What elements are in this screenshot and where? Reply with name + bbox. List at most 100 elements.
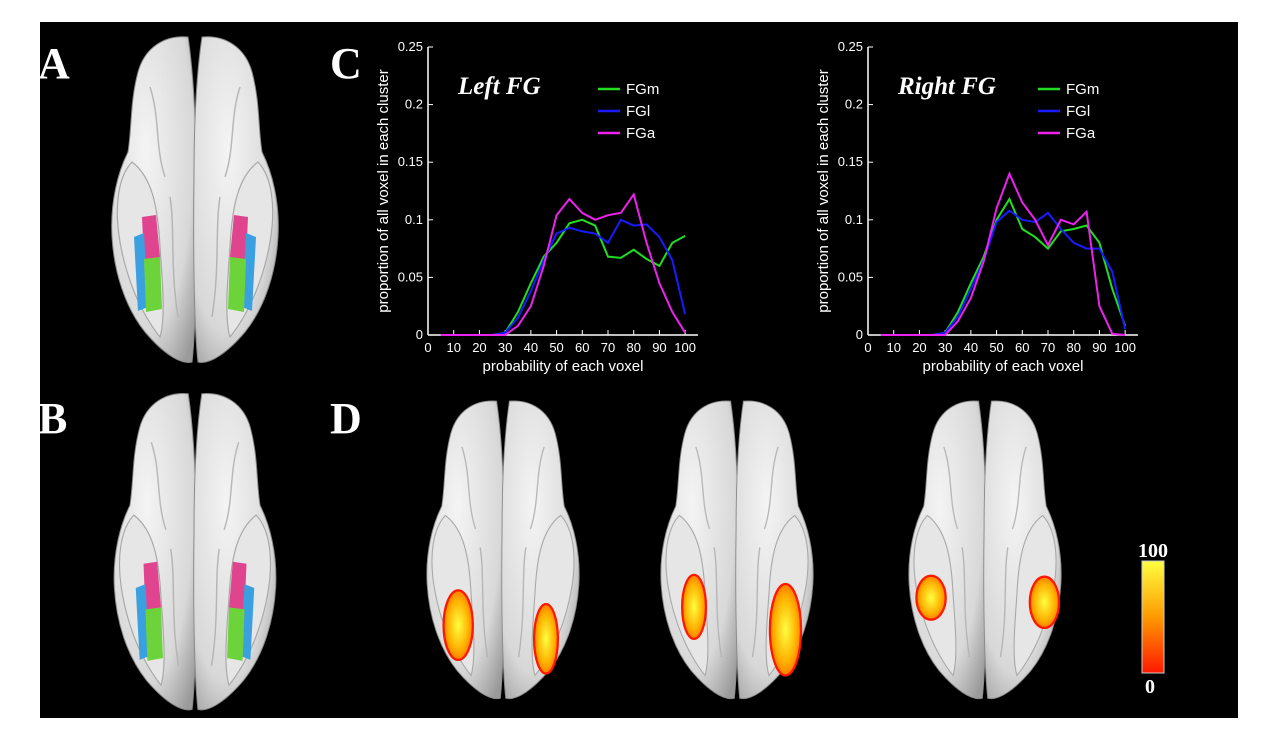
chart-1-y-tick-label: 0.25 — [838, 39, 863, 54]
chart-1-x-tick-label: 80 — [1066, 340, 1080, 355]
sulcus — [1011, 446, 1027, 530]
sulcus — [461, 446, 477, 530]
chart-0-y-axis-title: proportion of all voxel in each cluster — [375, 69, 392, 312]
fgа-cluster — [142, 215, 160, 261]
chart-0-legend-label: FGa — [626, 125, 656, 142]
chart-1-x-tick-label: 60 — [1015, 340, 1029, 355]
chart-1-y-axis-title: proportion of all voxel in each cluster — [815, 69, 832, 312]
fgm-cluster — [227, 607, 245, 661]
chart-0-x-tick-label: 40 — [524, 340, 538, 355]
sulcus — [529, 446, 545, 530]
chart-0-y-tick-label: 0.25 — [398, 39, 423, 54]
chart-0-y-tick-label: 0 — [416, 327, 423, 342]
chart-1-title: Right FG — [897, 73, 996, 100]
panel-label-a: A — [40, 39, 70, 88]
brain-d3 — [908, 400, 1062, 700]
chart-0-x-tick-label: 10 — [446, 340, 460, 355]
chart-1-x-tick-label: 90 — [1092, 340, 1106, 355]
chart-0-series-FGm — [440, 218, 686, 336]
fgl-cluster — [135, 584, 150, 660]
chart-0-title: Left FG — [457, 73, 541, 100]
fgа-cluster — [229, 561, 247, 612]
chart-1-x-tick-label: 0 — [864, 340, 871, 355]
probability-map-left — [442, 589, 474, 662]
chart-0-y-tick-label: 0.2 — [405, 97, 423, 112]
brain-d2 — [660, 400, 814, 700]
figure: A B C D 0 0.05 0.1 0.15 0.2 0.25 0 10 20 30 40 50 60… — [40, 22, 1238, 718]
chart-1-y-tick-label: 0.2 — [845, 97, 863, 112]
chart-0-legend-label: FGm — [626, 81, 659, 98]
chart-1-y-tick-label: 0.05 — [838, 269, 863, 284]
sulcus — [713, 547, 723, 658]
chart-0-x-tick-label: 30 — [498, 340, 512, 355]
chart-0-legend-label: FGl — [626, 103, 650, 120]
probability-map-left — [915, 574, 947, 621]
sulcus — [695, 446, 711, 530]
chart-1-y-tick-label: 0.1 — [845, 212, 863, 227]
brain-a — [111, 36, 279, 363]
sulcus — [751, 547, 761, 658]
chart-0-x-tick-label: 60 — [575, 340, 589, 355]
chart-1-legend-label: FGm — [1066, 81, 1099, 98]
fgm-cluster — [145, 607, 163, 661]
sulcus — [211, 196, 221, 318]
fgm-cluster — [228, 257, 246, 312]
sulcus — [943, 446, 959, 530]
sulcus — [223, 442, 240, 530]
fgm-cluster — [144, 257, 162, 312]
brain-b — [113, 393, 277, 711]
chart-1-x-tick-label: 30 — [938, 340, 952, 355]
chart-0-series-FGl — [440, 218, 687, 336]
chart-0-x-tick-label: 20 — [472, 340, 486, 355]
chart-0-x-axis-title: probability of each voxel — [483, 358, 644, 375]
fgl-cluster — [242, 233, 256, 311]
probability-map-right — [768, 582, 803, 677]
panel-label-d: D — [330, 394, 362, 443]
sulcus — [169, 196, 179, 318]
sulcus — [150, 442, 167, 530]
chart-0-series-FGa — [440, 192, 686, 336]
fgа-cluster — [230, 215, 248, 261]
chart-1-x-tick-label: 40 — [964, 340, 978, 355]
chart-0-x-tick-label: 70 — [601, 340, 615, 355]
sulcus — [999, 547, 1009, 658]
chart-0-x-tick-label: 80 — [626, 340, 640, 355]
chart-1-y-tick-label: 0 — [856, 327, 863, 342]
chart-0-x-tick-label: 90 — [652, 340, 666, 355]
sulcus — [149, 86, 166, 178]
chart-1-x-axis-title: probability of each voxel — [923, 358, 1084, 375]
chart-0-y-tick-label: 0.05 — [398, 269, 423, 284]
brain-d1 — [426, 400, 580, 700]
chart-0-y-tick-label: 0.1 — [405, 212, 423, 227]
chart-0-x-tick-label: 0 — [424, 340, 431, 355]
probability-map-right — [532, 602, 559, 675]
colorbar-max-label: 100 — [1138, 540, 1168, 562]
chart-1-series-FGa — [880, 171, 1126, 336]
chart-1-y-tick-label: 0.15 — [838, 154, 863, 169]
sulcus — [210, 549, 221, 666]
probability-map-left — [680, 573, 708, 640]
sulcus — [479, 547, 489, 658]
chart-1-legend-label: FGa — [1066, 125, 1096, 142]
sulcus — [517, 547, 527, 658]
chart-0-x-tick-label: 50 — [549, 340, 563, 355]
fgl-cluster — [134, 233, 148, 311]
fgа-cluster — [143, 561, 161, 612]
sulcus — [961, 547, 971, 658]
colorbar — [1141, 560, 1165, 674]
chart-1-x-tick-label: 70 — [1041, 340, 1055, 355]
fgl-cluster — [240, 584, 255, 660]
sulcus — [224, 86, 241, 178]
panel-label-c: C — [330, 39, 362, 88]
chart-0-x-tick-label: 100 — [674, 340, 696, 355]
chart-1-x-tick-label: 50 — [989, 340, 1003, 355]
chart-1-x-tick-label: 100 — [1114, 340, 1136, 355]
sulcus — [169, 549, 180, 666]
chart-left-fg: 0 0.05 0.1 0.15 0.2 0.25 0 10 20 30 40 50 60 70 80 90 10… — [375, 39, 698, 375]
sulcus — [763, 446, 779, 530]
panel-label-b: B — [40, 394, 68, 443]
colorbar-min-label: 0 — [1145, 676, 1155, 698]
probability-map-right — [1028, 575, 1061, 630]
chart-right-fg: 0 0.05 0.1 0.15 0.2 0.25 0 10 20 30 40 50 60 70 80 90 10… — [815, 39, 1138, 375]
chart-1-x-tick-label: 10 — [886, 340, 900, 355]
